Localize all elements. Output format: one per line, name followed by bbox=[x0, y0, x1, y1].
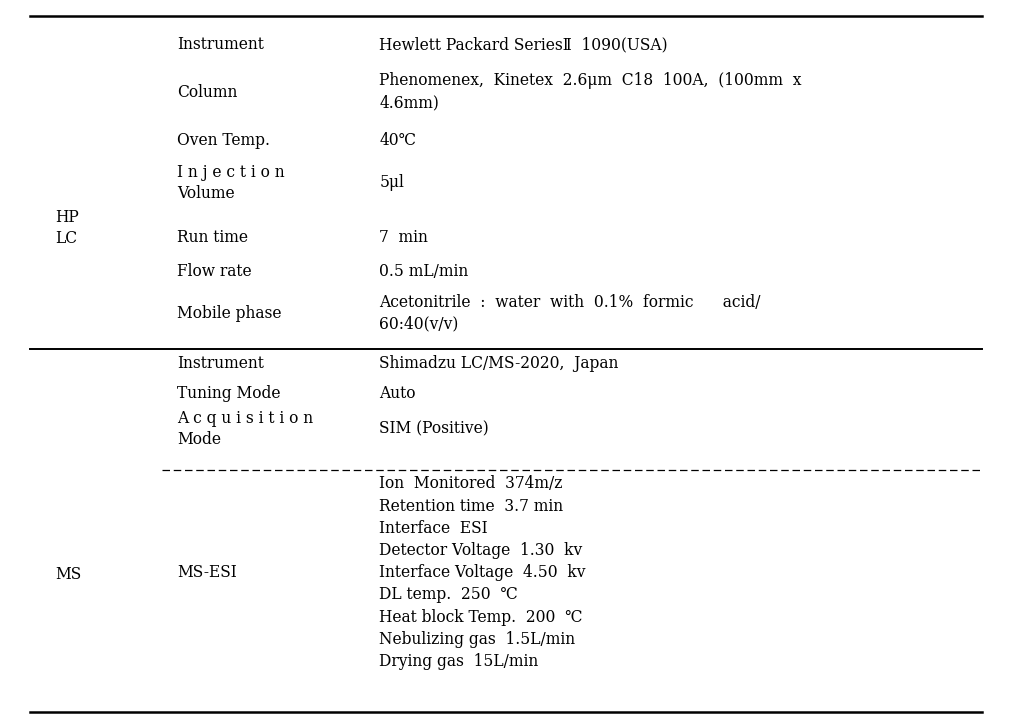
Text: 7  min: 7 min bbox=[379, 228, 428, 246]
Text: 0.5 mL/min: 0.5 mL/min bbox=[379, 262, 468, 280]
Text: Mobile phase: Mobile phase bbox=[177, 304, 281, 322]
Text: Acetonitrile  :  water  with  0.1%  formic      acid/
60:40(v/v): Acetonitrile : water with 0.1% formic ac… bbox=[379, 294, 760, 333]
Text: Shimadzu LC/MS-2020,  Japan: Shimadzu LC/MS-2020, Japan bbox=[379, 355, 619, 373]
Text: 5μl: 5μl bbox=[379, 174, 404, 191]
Text: 40℃: 40℃ bbox=[379, 132, 417, 149]
Text: MS-ESI: MS-ESI bbox=[177, 564, 237, 581]
Text: Ion  Monitored  374m/z
Retention time  3.7 min
Interface  ESI
Detector Voltage  : Ion Monitored 374m/z Retention time 3.7 … bbox=[379, 476, 585, 670]
Text: Column: Column bbox=[177, 83, 238, 101]
Text: Hewlett Packard SeriesⅡ  1090(USA): Hewlett Packard SeriesⅡ 1090(USA) bbox=[379, 36, 667, 54]
Text: Auto: Auto bbox=[379, 385, 416, 402]
Text: HP
LC: HP LC bbox=[56, 210, 79, 247]
Text: Oven Temp.: Oven Temp. bbox=[177, 132, 270, 149]
Text: A c q u i s i t i o n
Mode: A c q u i s i t i o n Mode bbox=[177, 410, 313, 448]
Text: Instrument: Instrument bbox=[177, 36, 264, 54]
Text: Tuning Mode: Tuning Mode bbox=[177, 385, 280, 402]
Text: Flow rate: Flow rate bbox=[177, 262, 252, 280]
Text: Phenomenex,  Kinetex  2.6μm  C18  100A,  (100mm  x
4.6mm): Phenomenex, Kinetex 2.6μm C18 100A, (100… bbox=[379, 72, 801, 112]
Text: Instrument: Instrument bbox=[177, 355, 264, 373]
Text: Run time: Run time bbox=[177, 228, 248, 246]
Text: I n j e c t i o n
Volume: I n j e c t i o n Volume bbox=[177, 164, 284, 202]
Text: MS: MS bbox=[56, 566, 82, 583]
Text: SIM (Positive): SIM (Positive) bbox=[379, 420, 488, 438]
